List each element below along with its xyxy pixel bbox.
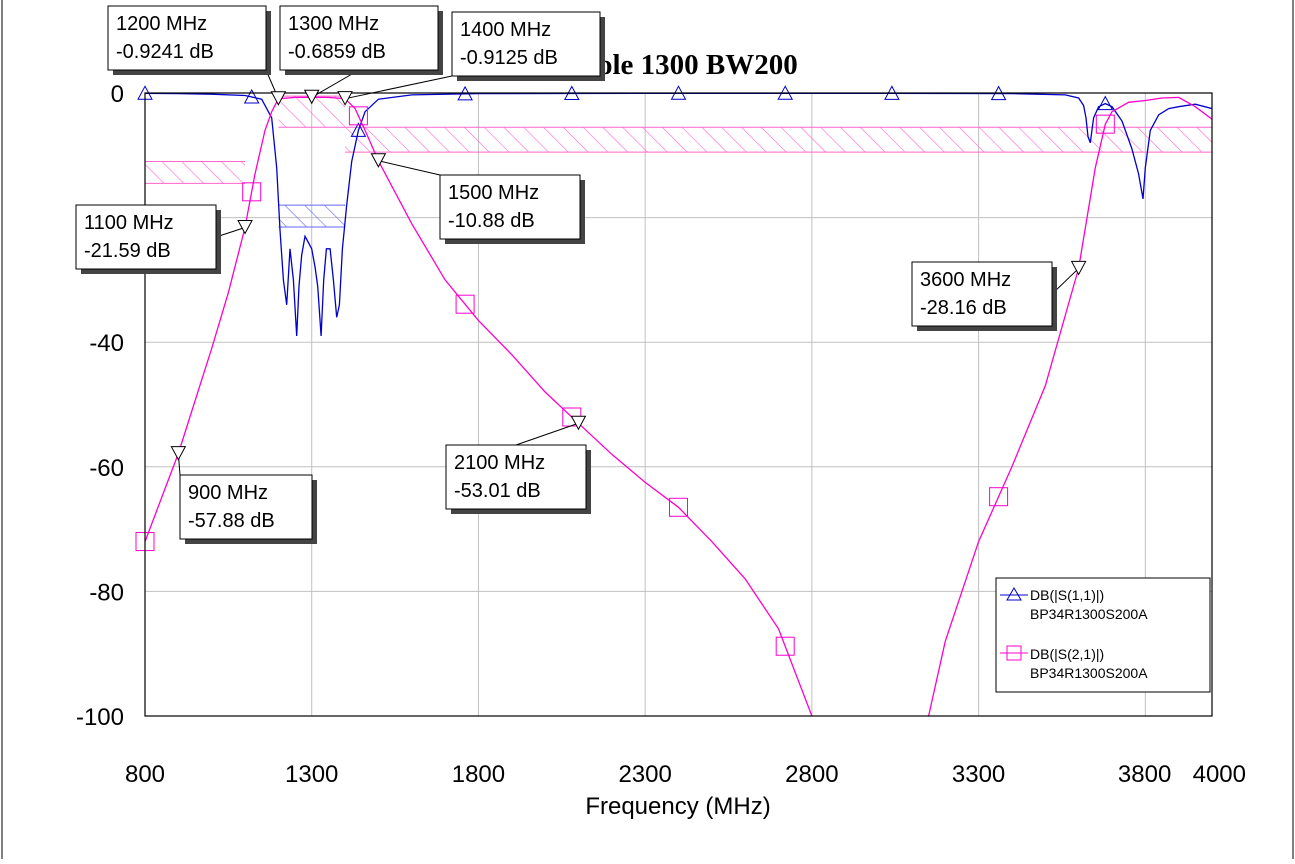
- x-tick-label: 3300: [952, 761, 1005, 788]
- y-tick-label: -80: [89, 579, 124, 606]
- annotation-frequency: 1300 MHz: [288, 13, 379, 35]
- legend-s11-source: BP34R1300S200A: [1030, 606, 1148, 622]
- marker-triangle-icon: [1070, 260, 1087, 276]
- legend-s21-source: BP34R1300S200A: [1030, 665, 1148, 681]
- legend: DB(|S(1,1)|) BP34R1300S200A DB(|S(2,1)|)…: [995, 577, 1211, 693]
- spec-mask-hatch: [278, 205, 346, 227]
- chart-title: ole 1300 BW200: [598, 49, 798, 81]
- series-point-s21: [455, 294, 475, 314]
- annotation-value: -0.6859 dB: [288, 41, 386, 63]
- annotation-frequency: 1400 MHz: [460, 19, 551, 41]
- annotation-box: [179, 474, 313, 540]
- annotation-value: -28.16 dB: [920, 297, 1007, 319]
- series-point-s21: [775, 636, 795, 656]
- series-point-s21: [989, 487, 1009, 507]
- annotation-frequency: 2100 MHz: [454, 452, 545, 474]
- spec-masks: [145, 95, 1212, 228]
- annotation-frequency: 3600 MHz: [920, 269, 1011, 291]
- series-point-s21: [242, 182, 262, 202]
- annotation-value: -21.59 dB: [84, 240, 171, 262]
- legend-box: [995, 577, 1211, 693]
- annotation-box: [451, 11, 601, 77]
- marker-triangle-icon: [337, 91, 353, 106]
- x-axis-label: Frequency (MHz): [585, 793, 770, 820]
- series-point-s11: [1097, 95, 1114, 111]
- annotation-frequency: 1500 MHz: [448, 182, 539, 204]
- annotation-leader: [378, 160, 441, 176]
- series-point-s21: [669, 497, 688, 517]
- series-line-s21: [145, 96, 813, 716]
- annotation-value: -0.9125 dB: [460, 47, 558, 69]
- grid: [145, 93, 1212, 716]
- x-tick-label: 800: [125, 761, 165, 788]
- annotation-box: [911, 261, 1053, 327]
- series-line-s11: [145, 93, 1212, 337]
- series-lines: [145, 93, 1212, 716]
- annotation-box: [75, 204, 217, 270]
- legend-s21-name: DB(|S(2,1)|): [1030, 646, 1104, 662]
- annotation-leader: [344, 75, 453, 100]
- legend-triangle-icon: [1006, 587, 1022, 601]
- annotation-frequency: 1200 MHz: [116, 13, 207, 35]
- annotation-value: -0.9241 dB: [116, 41, 214, 63]
- series-point-s11: [350, 122, 367, 137]
- annotation-value: -57.88 dB: [188, 510, 275, 532]
- x-tick-label: 2800: [785, 761, 838, 788]
- annotation-frequency: 1100 MHz: [84, 212, 174, 234]
- x-tick-label: 1800: [452, 761, 505, 788]
- marker-annotations: 1200 MHz -0.9241 dB 1300 MHz -0.6859 dB 1400…: [75, 5, 1087, 544]
- spec-mask-hatch: [145, 161, 246, 184]
- series-line-s21-upper-band: [927, 96, 1212, 716]
- annotation-value: -53.01 dB: [454, 480, 541, 502]
- x-tick-label: 4000: [1193, 761, 1246, 788]
- annotation-frequency: 900 MHz: [188, 482, 268, 504]
- annotation-box: [107, 5, 267, 71]
- x-tick-label: 2300: [618, 761, 671, 788]
- legend-s11-name: DB(|S(1,1)|): [1030, 587, 1104, 603]
- x-tick-label: 3800: [1118, 761, 1171, 788]
- x-tick-label: 1300: [285, 761, 338, 788]
- plot-area-border: [144, 92, 1213, 717]
- y-tick-label: -40: [89, 330, 124, 357]
- spec-mask-hatch: [345, 127, 1212, 153]
- legend-square-icon: [1006, 645, 1022, 661]
- y-tick-label: -60: [89, 455, 124, 482]
- annotation-box: [439, 174, 581, 240]
- annotation-value: -10.88 dB: [448, 210, 535, 232]
- y-tick-label: 0: [111, 81, 124, 108]
- marker-triangle-icon: [237, 220, 253, 235]
- annotation-box: [445, 444, 587, 510]
- series-point-s21: [348, 106, 368, 126]
- marker-triangle-icon: [370, 153, 387, 168]
- series-point-s11: [243, 88, 260, 104]
- marker-triangle-icon: [270, 91, 287, 106]
- marker-triangle-icon: [303, 89, 320, 105]
- series-symbols: [135, 85, 1115, 656]
- y-tick-label: -100: [76, 704, 124, 731]
- marker-triangle-icon: [170, 446, 187, 461]
- annotation-box: [279, 5, 439, 71]
- series-point-s21: [1095, 114, 1115, 134]
- annotation-leader: [515, 422, 579, 446]
- marker-triangle-icon: [570, 415, 587, 431]
